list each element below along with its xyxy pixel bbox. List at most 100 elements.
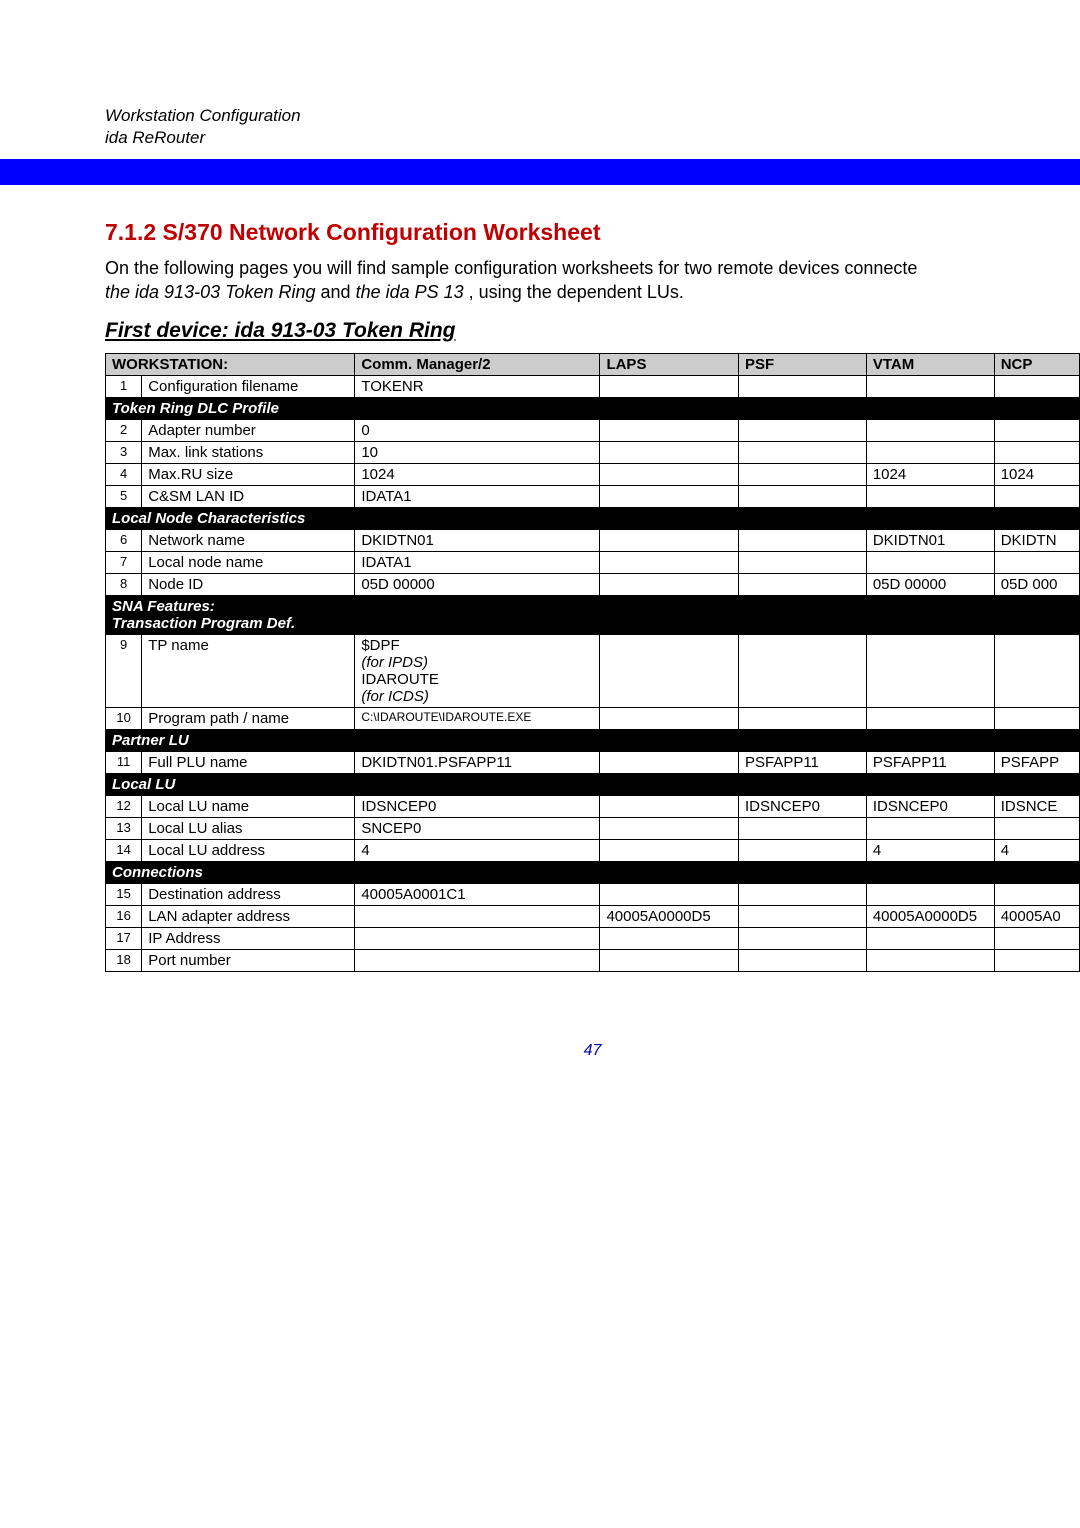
cell-psf: PSFAPP11	[738, 751, 866, 773]
cell-laps	[600, 817, 739, 839]
section-row-local-lu: Local LU	[106, 773, 1080, 795]
row-num: 13	[106, 817, 142, 839]
cell-ncp	[994, 419, 1079, 441]
section-fill	[355, 595, 1080, 634]
row-num: 10	[106, 707, 142, 729]
row-label: C&SM LAN ID	[142, 485, 355, 507]
table-row: 18 Port number	[106, 949, 1080, 971]
intro-text-3: , using the dependent LUs.	[469, 282, 684, 302]
table-row: 16 LAN adapter address 40005A0000D5 4000…	[106, 905, 1080, 927]
row-num: 16	[106, 905, 142, 927]
cell-laps	[600, 375, 739, 397]
table-row: 11 Full PLU name DKIDTN01.PSFAPP11 PSFAP…	[106, 751, 1080, 773]
table-row: 9 TP name $DPF (for IPDS) IDAROUTE (for …	[106, 634, 1080, 707]
row-label: Max. link stations	[142, 441, 355, 463]
cell-cm2: IDSNCEP0	[355, 795, 600, 817]
row-num: 17	[106, 927, 142, 949]
section-fill	[355, 729, 1080, 751]
table-row: 1 Configuration filename TOKENR	[106, 375, 1080, 397]
cell-cm2: IDATA1	[355, 485, 600, 507]
cell-psf	[738, 485, 866, 507]
cell-cm2: IDATA1	[355, 551, 600, 573]
table-row: 12 Local LU name IDSNCEP0 IDSNCEP0 IDSNC…	[106, 795, 1080, 817]
cell-laps	[600, 419, 739, 441]
cell-psf	[738, 551, 866, 573]
device-heading: First device: ida 913-03 Token Ring	[105, 319, 1080, 343]
cell-psf	[738, 707, 866, 729]
cell-laps	[600, 751, 739, 773]
cell-vtam	[866, 707, 994, 729]
col-laps: LAPS	[600, 353, 739, 375]
cell-ncp	[994, 949, 1079, 971]
cell-psf	[738, 817, 866, 839]
cell-vtam: IDSNCEP0	[866, 795, 994, 817]
table-row: 8 Node ID 05D 00000 05D 00000 05D 000	[106, 573, 1080, 595]
cell-vtam	[866, 949, 994, 971]
row-label: Adapter number	[142, 419, 355, 441]
col-workstation: WORKSTATION:	[106, 353, 355, 375]
row-num: 6	[106, 529, 142, 551]
cell-vtam	[866, 485, 994, 507]
section-label: Partner LU	[106, 729, 355, 751]
row-num: 11	[106, 751, 142, 773]
cell-laps	[600, 707, 739, 729]
cell-psf	[738, 927, 866, 949]
cell-psf	[738, 573, 866, 595]
table-row: 10 Program path / name C:\IDAROUTE\IDARO…	[106, 707, 1080, 729]
cell-laps	[600, 839, 739, 861]
table-row: 3 Max. link stations 10	[106, 441, 1080, 463]
cell-vtam: 40005A0000D5	[866, 905, 994, 927]
cell-ncp: 1024	[994, 463, 1079, 485]
cell-ncp	[994, 883, 1079, 905]
row-num: 2	[106, 419, 142, 441]
cell-laps	[600, 927, 739, 949]
tp-name-1: $DPF	[361, 637, 593, 654]
cell-cm2: DKIDTN01	[355, 529, 600, 551]
row-label: Node ID	[142, 573, 355, 595]
cell-vtam	[866, 817, 994, 839]
section-fill	[355, 773, 1080, 795]
row-num: 5	[106, 485, 142, 507]
section-row-sna-features: SNA Features: Transaction Program Def.	[106, 595, 1080, 634]
page-number: 47	[105, 1042, 1080, 1060]
cell-cm2: TOKENR	[355, 375, 600, 397]
row-label: Local LU name	[142, 795, 355, 817]
cell-vtam: 4	[866, 839, 994, 861]
row-num: 4	[106, 463, 142, 485]
row-label: Network name	[142, 529, 355, 551]
intro-paragraph: On the following pages you will find sam…	[105, 256, 1080, 305]
cell-cm2: 1024	[355, 463, 600, 485]
row-num: 1	[106, 375, 142, 397]
section-row-connections: Connections	[106, 861, 1080, 883]
row-label: Port number	[142, 949, 355, 971]
cell-laps	[600, 573, 739, 595]
section-label: SNA Features: Transaction Program Def.	[106, 595, 355, 634]
sna-line1: SNA Features:	[112, 598, 215, 615]
row-label: Local LU address	[142, 839, 355, 861]
cell-vtam	[866, 634, 994, 707]
cell-ncp	[994, 707, 1079, 729]
row-label: Program path / name	[142, 707, 355, 729]
cell-psf	[738, 883, 866, 905]
section-label: Local Node Characteristics	[106, 507, 355, 529]
cell-laps	[600, 441, 739, 463]
cell-ncp: IDSNCE	[994, 795, 1079, 817]
col-cm2: Comm. Manager/2	[355, 353, 600, 375]
cell-laps	[600, 529, 739, 551]
cell-psf	[738, 905, 866, 927]
section-fill	[355, 507, 1080, 529]
row-num: 9	[106, 634, 142, 707]
tp-line1: $DPF (for IPDS)	[361, 637, 593, 671]
row-num: 14	[106, 839, 142, 861]
intro-text-2: and	[321, 282, 356, 302]
section-title: 7.1.2 S/370 Network Configuration Worksh…	[105, 219, 1080, 246]
table-row: 15 Destination address 40005A0001C1	[106, 883, 1080, 905]
row-label: Max.RU size	[142, 463, 355, 485]
cell-cm2: 10	[355, 441, 600, 463]
section-row-local-node: Local Node Characteristics	[106, 507, 1080, 529]
cell-psf	[738, 463, 866, 485]
cell-laps	[600, 551, 739, 573]
table-row: 14 Local LU address 4 4 4	[106, 839, 1080, 861]
cell-ncp: 4	[994, 839, 1079, 861]
cell-ncp	[994, 634, 1079, 707]
